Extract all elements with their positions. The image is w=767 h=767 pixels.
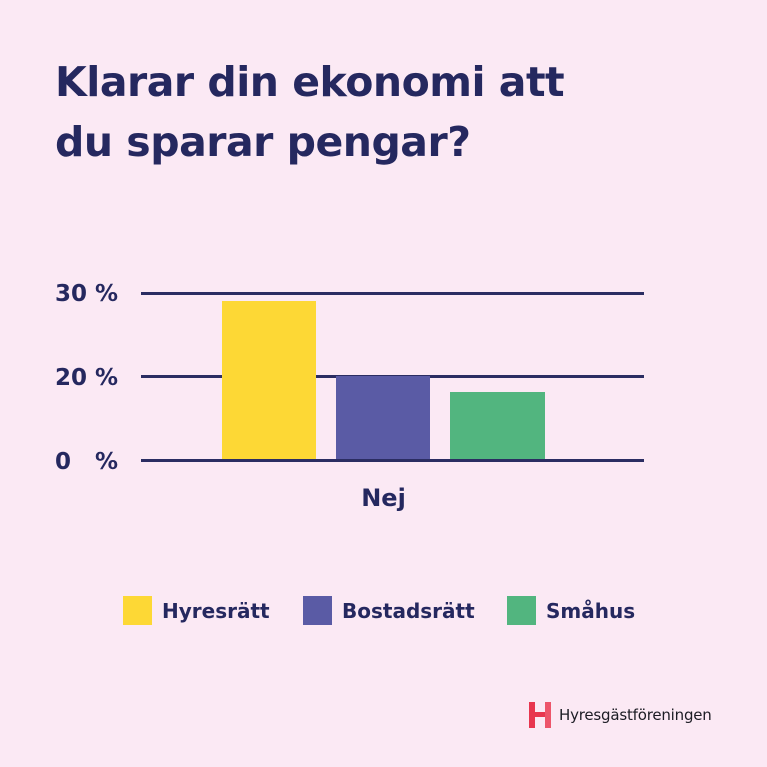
brand-logo: Hyresgästföreningen (529, 702, 712, 728)
baseline (141, 459, 644, 462)
legend-label: Bostadsrätt (342, 598, 475, 623)
bar-bostadsratt (336, 376, 430, 460)
y-tick-30: 30 % (55, 281, 119, 307)
y-tick-0: 0 % (55, 449, 119, 475)
chart-title: Klarar din ekonomi att du sparar pengar? (55, 58, 565, 166)
legend-swatch-purple (303, 596, 332, 625)
x-category-label: Nej (361, 484, 406, 512)
legend-item-smahus: Småhus (507, 596, 635, 625)
y-tick-20: 20 % (55, 365, 119, 391)
legend-label: Hyresrätt (162, 598, 270, 623)
gridline-30 (141, 292, 644, 295)
legend-swatch-green (507, 596, 536, 625)
brand-name: Hyresgästföreningen (559, 706, 712, 724)
bar-hyresratt (222, 301, 316, 460)
legend-item-bostadsratt: Bostadsrätt (303, 596, 475, 625)
legend-item-hyresratt: Hyresrätt (123, 596, 270, 625)
h-logo-icon (529, 702, 551, 728)
legend-label: Småhus (546, 598, 636, 623)
bar-smahus (450, 392, 545, 460)
legend-swatch-yellow (123, 596, 152, 625)
